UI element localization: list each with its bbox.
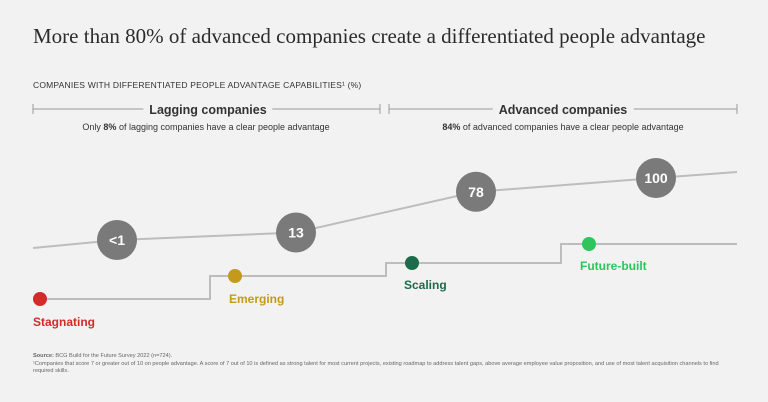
value-bubble-emerging [276,212,316,253]
trend-layer [32,171,738,249]
value-bubble-stagnating [97,220,137,260]
trend-line [32,171,738,249]
bubbles-layer: <1 13 78 100 [97,158,676,260]
value-bubble-future-built [636,158,676,198]
stage-label-future-built: Future-built [580,259,647,273]
value-label-emerging: 13 [288,224,304,240]
chart-subtitle: COMPANIES WITH DIFFERENTIATED PEOPLE ADV… [33,80,362,90]
value-label-scaling: 78 [468,184,484,200]
advanced-note-post: of advanced companies have a clear peopl… [460,122,684,132]
lagging-group-label: Lagging companies [143,103,273,117]
advanced-note-value: 84% [442,122,461,132]
lagging-note-pre: Only [82,122,104,132]
stage-dot-emerging [228,269,242,283]
steps-layer [33,243,737,300]
stage-dot-scaling [405,256,419,270]
stage-label-stagnating: Stagnating [33,315,95,329]
advanced-group-label: Advanced companies [492,103,634,117]
footnote: Source: BCG Build for the Future Survey … [33,353,733,376]
stage-dot-stagnating [33,292,47,306]
lagging-group-note: Only 8% of lagging companies have a clea… [82,122,329,132]
value-label-stagnating: <1 [109,232,125,248]
maturity-step-line [33,243,737,300]
value-label-future-built: 100 [644,170,668,186]
chart-title: More than 80% of advanced companies crea… [33,24,706,48]
lagging-note-post: of lagging companies have a clear people… [116,122,330,132]
footnote-note: ¹Companies that score 7 or greater out o… [33,360,719,375]
advanced-group-note: 84% of advanced companies have a clear p… [442,122,683,132]
source-line: Source: BCG Build for the Future Survey … [33,353,733,361]
stage-label-emerging: Emerging [229,292,284,306]
value-bubble-scaling [456,171,496,212]
source-text: BCG Build for the Future Survey 2022 (n=… [53,353,173,359]
source-label: Source: [33,353,54,359]
lagging-note-value: 8% [103,122,117,132]
stage-dot-future-built [582,237,596,251]
stage-layer: Stagnating Emerging Scaling Future-built [33,237,647,329]
stage-label-scaling: Scaling [404,278,447,292]
